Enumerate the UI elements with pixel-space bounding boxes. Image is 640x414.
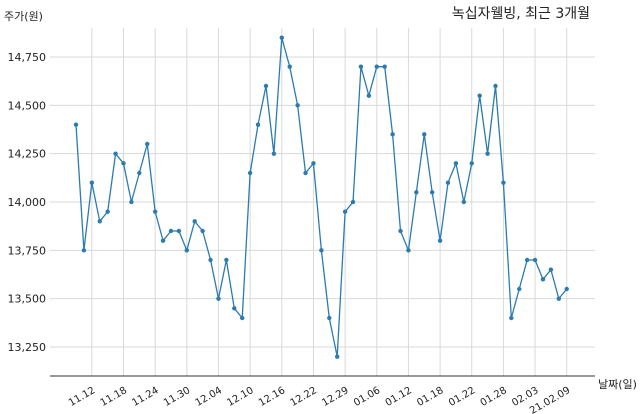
- price-point: [453, 161, 459, 166]
- price-point: [334, 354, 340, 359]
- x-tick-label: 11.12: [67, 385, 97, 409]
- price-point: [564, 286, 569, 292]
- price-point: [160, 238, 166, 243]
- price-point: [105, 209, 110, 214]
- x-tick-labels: 11.12 11.18 11.24 11.30 12.04 12.10 12.16 12.22…: [67, 385, 572, 414]
- price-point: [168, 228, 174, 234]
- x-tick-label: 12.22: [289, 385, 319, 409]
- price-point: [89, 180, 95, 185]
- price-point: [342, 209, 348, 214]
- price-point: [176, 228, 182, 234]
- x-tick-label: 12.10: [225, 385, 255, 409]
- price-point: [509, 315, 514, 321]
- price-point: [279, 35, 284, 40]
- price-point: [137, 170, 142, 176]
- price-point: [200, 228, 205, 234]
- x-tick-label: 12.29: [320, 385, 350, 409]
- price-point: [429, 190, 435, 195]
- price-point: [319, 248, 324, 253]
- price-point: [192, 219, 197, 224]
- y-tick-labels: 13,250 13,500 13,750 14,000 14,250 14,500 14,7…: [8, 51, 47, 354]
- price-point: [422, 132, 427, 137]
- price-point: [145, 141, 150, 147]
- price-series-line: [75, 37, 568, 357]
- price-point: [540, 277, 546, 282]
- price-point: [247, 170, 253, 176]
- x-tick-label: 11.30: [162, 385, 192, 409]
- price-point: [390, 132, 395, 137]
- price-point: [556, 296, 562, 301]
- price-point: [469, 161, 474, 166]
- price-point: [524, 257, 530, 263]
- price-point: [327, 315, 332, 321]
- price-point: [208, 257, 213, 263]
- price-point: [97, 219, 102, 224]
- y-tick-label: 13,750: [8, 244, 47, 257]
- x-tick-label: 11.18: [99, 385, 129, 409]
- x-tick-label: 01.22: [447, 385, 477, 409]
- y-tick-label: 14,250: [8, 148, 47, 161]
- x-tick-label: 11.24: [130, 385, 160, 409]
- price-point: [224, 257, 229, 263]
- price-point: [414, 190, 419, 195]
- price-point: [548, 267, 554, 272]
- price-points: [73, 35, 569, 359]
- price-point: [477, 93, 482, 98]
- y-tick-label: 13,250: [8, 341, 47, 354]
- price-point: [382, 64, 387, 69]
- price-point: [121, 161, 126, 166]
- price-point: [437, 238, 443, 243]
- price-point: [461, 199, 467, 205]
- price-point: [532, 257, 538, 263]
- price-point: [184, 248, 190, 253]
- price-point: [255, 122, 261, 127]
- price-point: [311, 161, 316, 166]
- price-point: [350, 199, 356, 205]
- price-point: [374, 64, 379, 69]
- price-point: [485, 151, 490, 156]
- x-axis-label: 날짜(일): [598, 377, 637, 391]
- price-point: [129, 199, 134, 205]
- price-point: [295, 103, 300, 108]
- price-point: [398, 228, 403, 234]
- price-point: [287, 64, 292, 69]
- x-tick-label: 01.18: [415, 385, 445, 409]
- price-point: [81, 248, 87, 253]
- price-point: [271, 151, 277, 156]
- price-point: [517, 286, 522, 292]
- y-tick-label: 14,000: [8, 196, 47, 209]
- price-point: [152, 209, 158, 214]
- x-tick-label: 12.04: [194, 385, 224, 409]
- price-point: [366, 93, 372, 98]
- price-point: [73, 122, 79, 127]
- price-point: [263, 83, 269, 89]
- price-point: [501, 180, 506, 185]
- price-point: [216, 296, 221, 301]
- x-tick-label: 01.28: [479, 385, 509, 409]
- price-point: [445, 180, 451, 185]
- y-tick-label: 14,750: [8, 51, 47, 64]
- price-point: [303, 170, 308, 176]
- x-tick-label: 01.12: [384, 385, 414, 409]
- chart-title: 녹십자웰빙, 최근 3개월: [452, 6, 590, 22]
- grid-lines: [50, 28, 595, 376]
- price-point: [240, 315, 245, 321]
- price-point: [493, 83, 498, 89]
- x-tick-label: 01.06: [352, 385, 382, 409]
- price-point: [113, 151, 118, 156]
- y-tick-label: 14,500: [8, 99, 47, 112]
- y-tick-label: 13,500: [8, 293, 47, 306]
- y-axis-label: 주가(원): [4, 10, 43, 23]
- x-tick-label: 12.16: [257, 385, 287, 409]
- price-point: [232, 306, 237, 311]
- price-point: [406, 248, 411, 253]
- price-point: [358, 64, 364, 69]
